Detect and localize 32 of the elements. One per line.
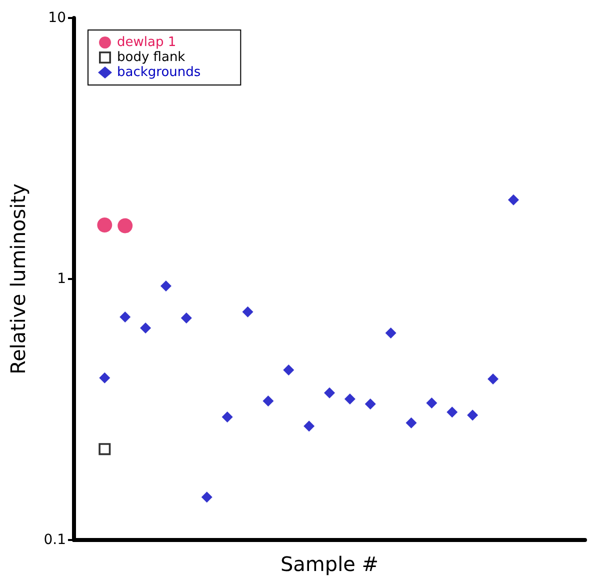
y-axis-title: Relative luminosity: [6, 183, 30, 374]
point: [201, 492, 212, 503]
point: [406, 417, 417, 428]
point: [364, 398, 376, 410]
point: [97, 218, 112, 233]
legend-label: backgrounds: [117, 65, 201, 80]
legend-label: body flank: [117, 50, 186, 65]
point: [446, 406, 458, 418]
y-tick-label: 10: [48, 10, 66, 26]
point: [324, 387, 335, 398]
y-tick-label: 0.1: [44, 532, 66, 548]
point: [120, 312, 131, 323]
point: [344, 393, 356, 404]
point: [98, 443, 111, 456]
legend-label: dewlap 1: [117, 35, 176, 50]
point: [426, 397, 438, 408]
point: [262, 395, 274, 406]
point: [99, 372, 110, 384]
point: [160, 280, 172, 292]
point: [304, 420, 315, 432]
point: [385, 328, 396, 339]
point: [508, 194, 519, 206]
point: [140, 322, 152, 334]
point: [118, 218, 133, 234]
point: [283, 364, 294, 376]
point: [488, 373, 499, 384]
x-axis-title: Sample #: [280, 552, 379, 576]
point: [467, 410, 478, 421]
point: [242, 306, 254, 318]
y-tick-label: 1: [57, 271, 66, 287]
point: [222, 411, 233, 422]
point: [180, 312, 192, 324]
